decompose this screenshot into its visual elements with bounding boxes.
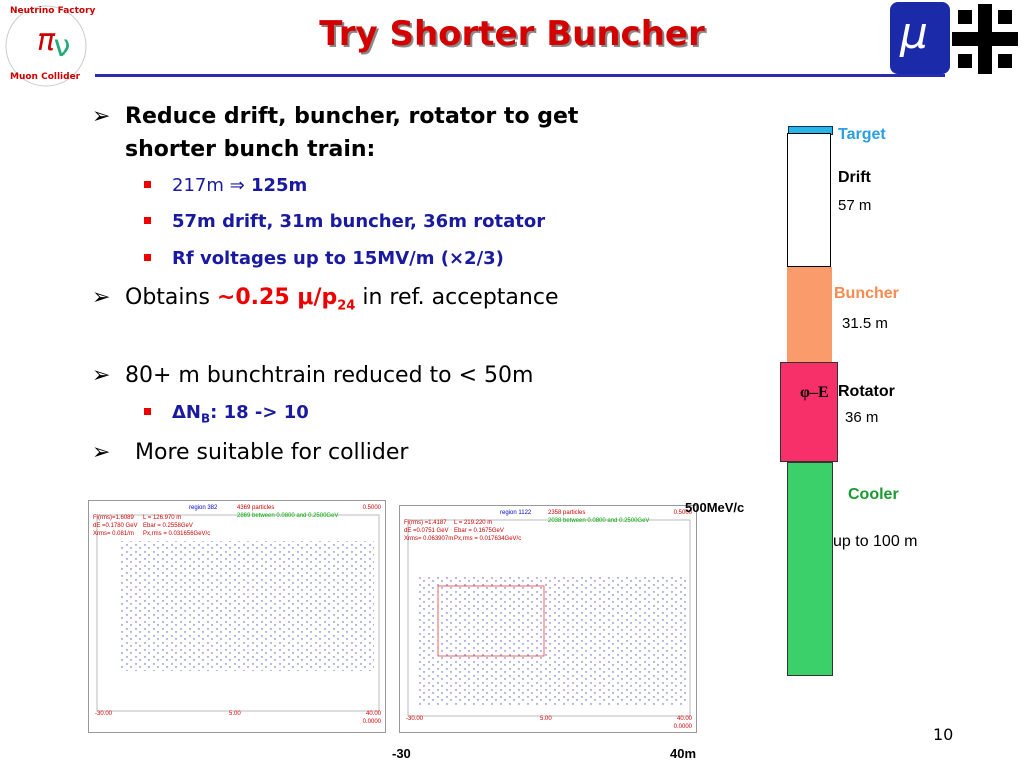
bullet-text: 80+ m bunchtrain reduced to < 50m xyxy=(125,363,534,388)
plot-label: 2038 between 0.0800 and 0.2500GeV xyxy=(548,518,649,524)
plot-label: region 1122 xyxy=(500,510,532,516)
plot-label: dE =0.1780 GeV xyxy=(93,523,138,529)
bullet: ➢ Obtains ~0.25 μ/p24 in ref. acceptance xyxy=(92,285,559,314)
sub-text: Rf voltages up to 15MV/m (×2/3) xyxy=(172,248,504,269)
plot-label: region 382 xyxy=(189,505,218,511)
logo-bottom: Muon Collider xyxy=(10,72,81,82)
plot-label: -30.00 xyxy=(406,716,424,722)
plot-frame xyxy=(407,519,691,717)
sub-bullet: ΔNB: 18 -> 10 xyxy=(144,402,309,426)
bullet-text: Obtains xyxy=(125,285,210,310)
title-rule xyxy=(95,74,945,77)
plot-label: Fi(rms)=1.6089 xyxy=(93,515,135,521)
particle-cloud xyxy=(416,576,686,706)
acceptance-box xyxy=(437,585,545,657)
diagram-label: Cooler xyxy=(848,486,899,503)
highlight-sub: 24 xyxy=(337,298,356,314)
diagram-label: Buncher xyxy=(834,285,899,302)
sub-text: 217m ⇒ xyxy=(172,175,245,196)
plot-label: dE =0.0751 GeV xyxy=(404,528,449,534)
sub-bullet: 217m ⇒ 125m xyxy=(144,175,308,196)
diagram-label: Rotator xyxy=(838,383,895,400)
plot-label: 2358 particles xyxy=(548,510,585,516)
plot-label: 2869 between 0.0800 and 0.2500GeV xyxy=(237,513,338,519)
highlight: ~0.25 μ/p xyxy=(216,285,338,310)
annotation: 500MeV/c xyxy=(685,500,745,515)
sub-text: 57m drift, 31m buncher, 36m rotator xyxy=(172,211,546,232)
plot-label: Ebar = 0.1675GeV xyxy=(454,528,504,534)
sub-text: : 18 -> 10 xyxy=(210,402,309,423)
bullet-text: More suitable for collider xyxy=(135,440,409,465)
sub-text: 125m xyxy=(250,175,308,196)
buncher-block xyxy=(787,267,832,362)
plot-label: 40.00 xyxy=(366,711,382,717)
plot: region 1122 2358 particles 2038 between 0.… xyxy=(399,505,697,733)
plot-label: 40.00 xyxy=(677,716,693,722)
plot-label: 5.00 xyxy=(540,716,552,722)
diagram-label: up to 100 m xyxy=(833,533,918,550)
sub-text: B xyxy=(201,411,211,426)
plot-label: L = 219.220 m xyxy=(454,520,492,526)
bullet: ➢ More suitable for collider xyxy=(92,440,409,465)
rotator-block xyxy=(780,362,838,462)
plot-label: Px,rms = 0.017634GeV/c xyxy=(454,536,521,542)
svg-text:ν: ν xyxy=(54,29,71,64)
diagram-label: Target xyxy=(838,126,886,143)
plot: region 382 4369 particles 2869 between 0.0… xyxy=(88,500,386,733)
plot-label: L = 126.970 m xyxy=(143,515,181,521)
annotation: -30 xyxy=(392,746,411,761)
plot-label: 0.5000 xyxy=(363,505,382,511)
drift-block xyxy=(787,133,831,267)
plot-label: Xrms= 0.063907m xyxy=(404,536,453,542)
plot-label: 0.0000 xyxy=(363,719,382,725)
page-number: 10 xyxy=(933,725,954,744)
plot-label: 5.00 xyxy=(229,711,241,717)
bullet: ➢ Reduce drift, buncher, rotator to get s… xyxy=(92,104,579,162)
plot-label: 4369 particles xyxy=(237,505,274,511)
bullet-text: in ref. acceptance xyxy=(362,285,559,310)
logo-right xyxy=(890,2,950,74)
plot-label: 0.5000 xyxy=(674,510,693,516)
plot-label: 0.0000 xyxy=(674,724,693,730)
svg-text:π: π xyxy=(37,23,56,58)
logo-fermilab xyxy=(952,4,1018,74)
particle-cloud xyxy=(119,541,374,671)
bullet-text: Reduce drift, buncher, rotator to get sh… xyxy=(125,104,579,162)
plot-label: Px,rms = 0.031656GeV/c xyxy=(143,531,210,537)
bullet: ➢ 80+ m bunchtrain reduced to < 50m xyxy=(92,363,534,388)
diagram-label: 31.5 m xyxy=(842,315,888,332)
diagram-label: 57 m xyxy=(838,197,872,214)
diagram-label: φ–E xyxy=(800,384,829,401)
plot-label: -30.00 xyxy=(95,711,113,717)
plot-canvas: region 1122 2358 particles 2038 between 0.… xyxy=(404,510,693,730)
diagram-label: Drift xyxy=(838,169,871,186)
logo-left-icon: πν xyxy=(5,5,87,87)
sub-text: ΔN xyxy=(172,402,201,423)
plot-label: Xrms= 0.081/m xyxy=(93,531,134,537)
plot-label: Fi(rms) =1.4187 xyxy=(404,520,447,526)
logo-top: Neutrino Factory xyxy=(10,6,96,16)
annotation: 40m xyxy=(670,746,697,761)
plot-canvas: region 382 4369 particles 2869 between 0.0… xyxy=(93,505,382,725)
logo-mu: μ xyxy=(900,8,928,59)
cooler-block xyxy=(787,462,833,676)
plot-label: Ebar = 0.2558GeV xyxy=(143,523,193,529)
sub-bullet: Rf voltages up to 15MV/m (×2/3) xyxy=(144,248,504,269)
plot-frame xyxy=(96,514,380,712)
sub-bullet: 57m drift, 31m buncher, 36m rotator xyxy=(144,211,546,232)
diagram-label: 36 m xyxy=(845,409,879,426)
title: Try Shorter Buncher xyxy=(319,14,705,54)
